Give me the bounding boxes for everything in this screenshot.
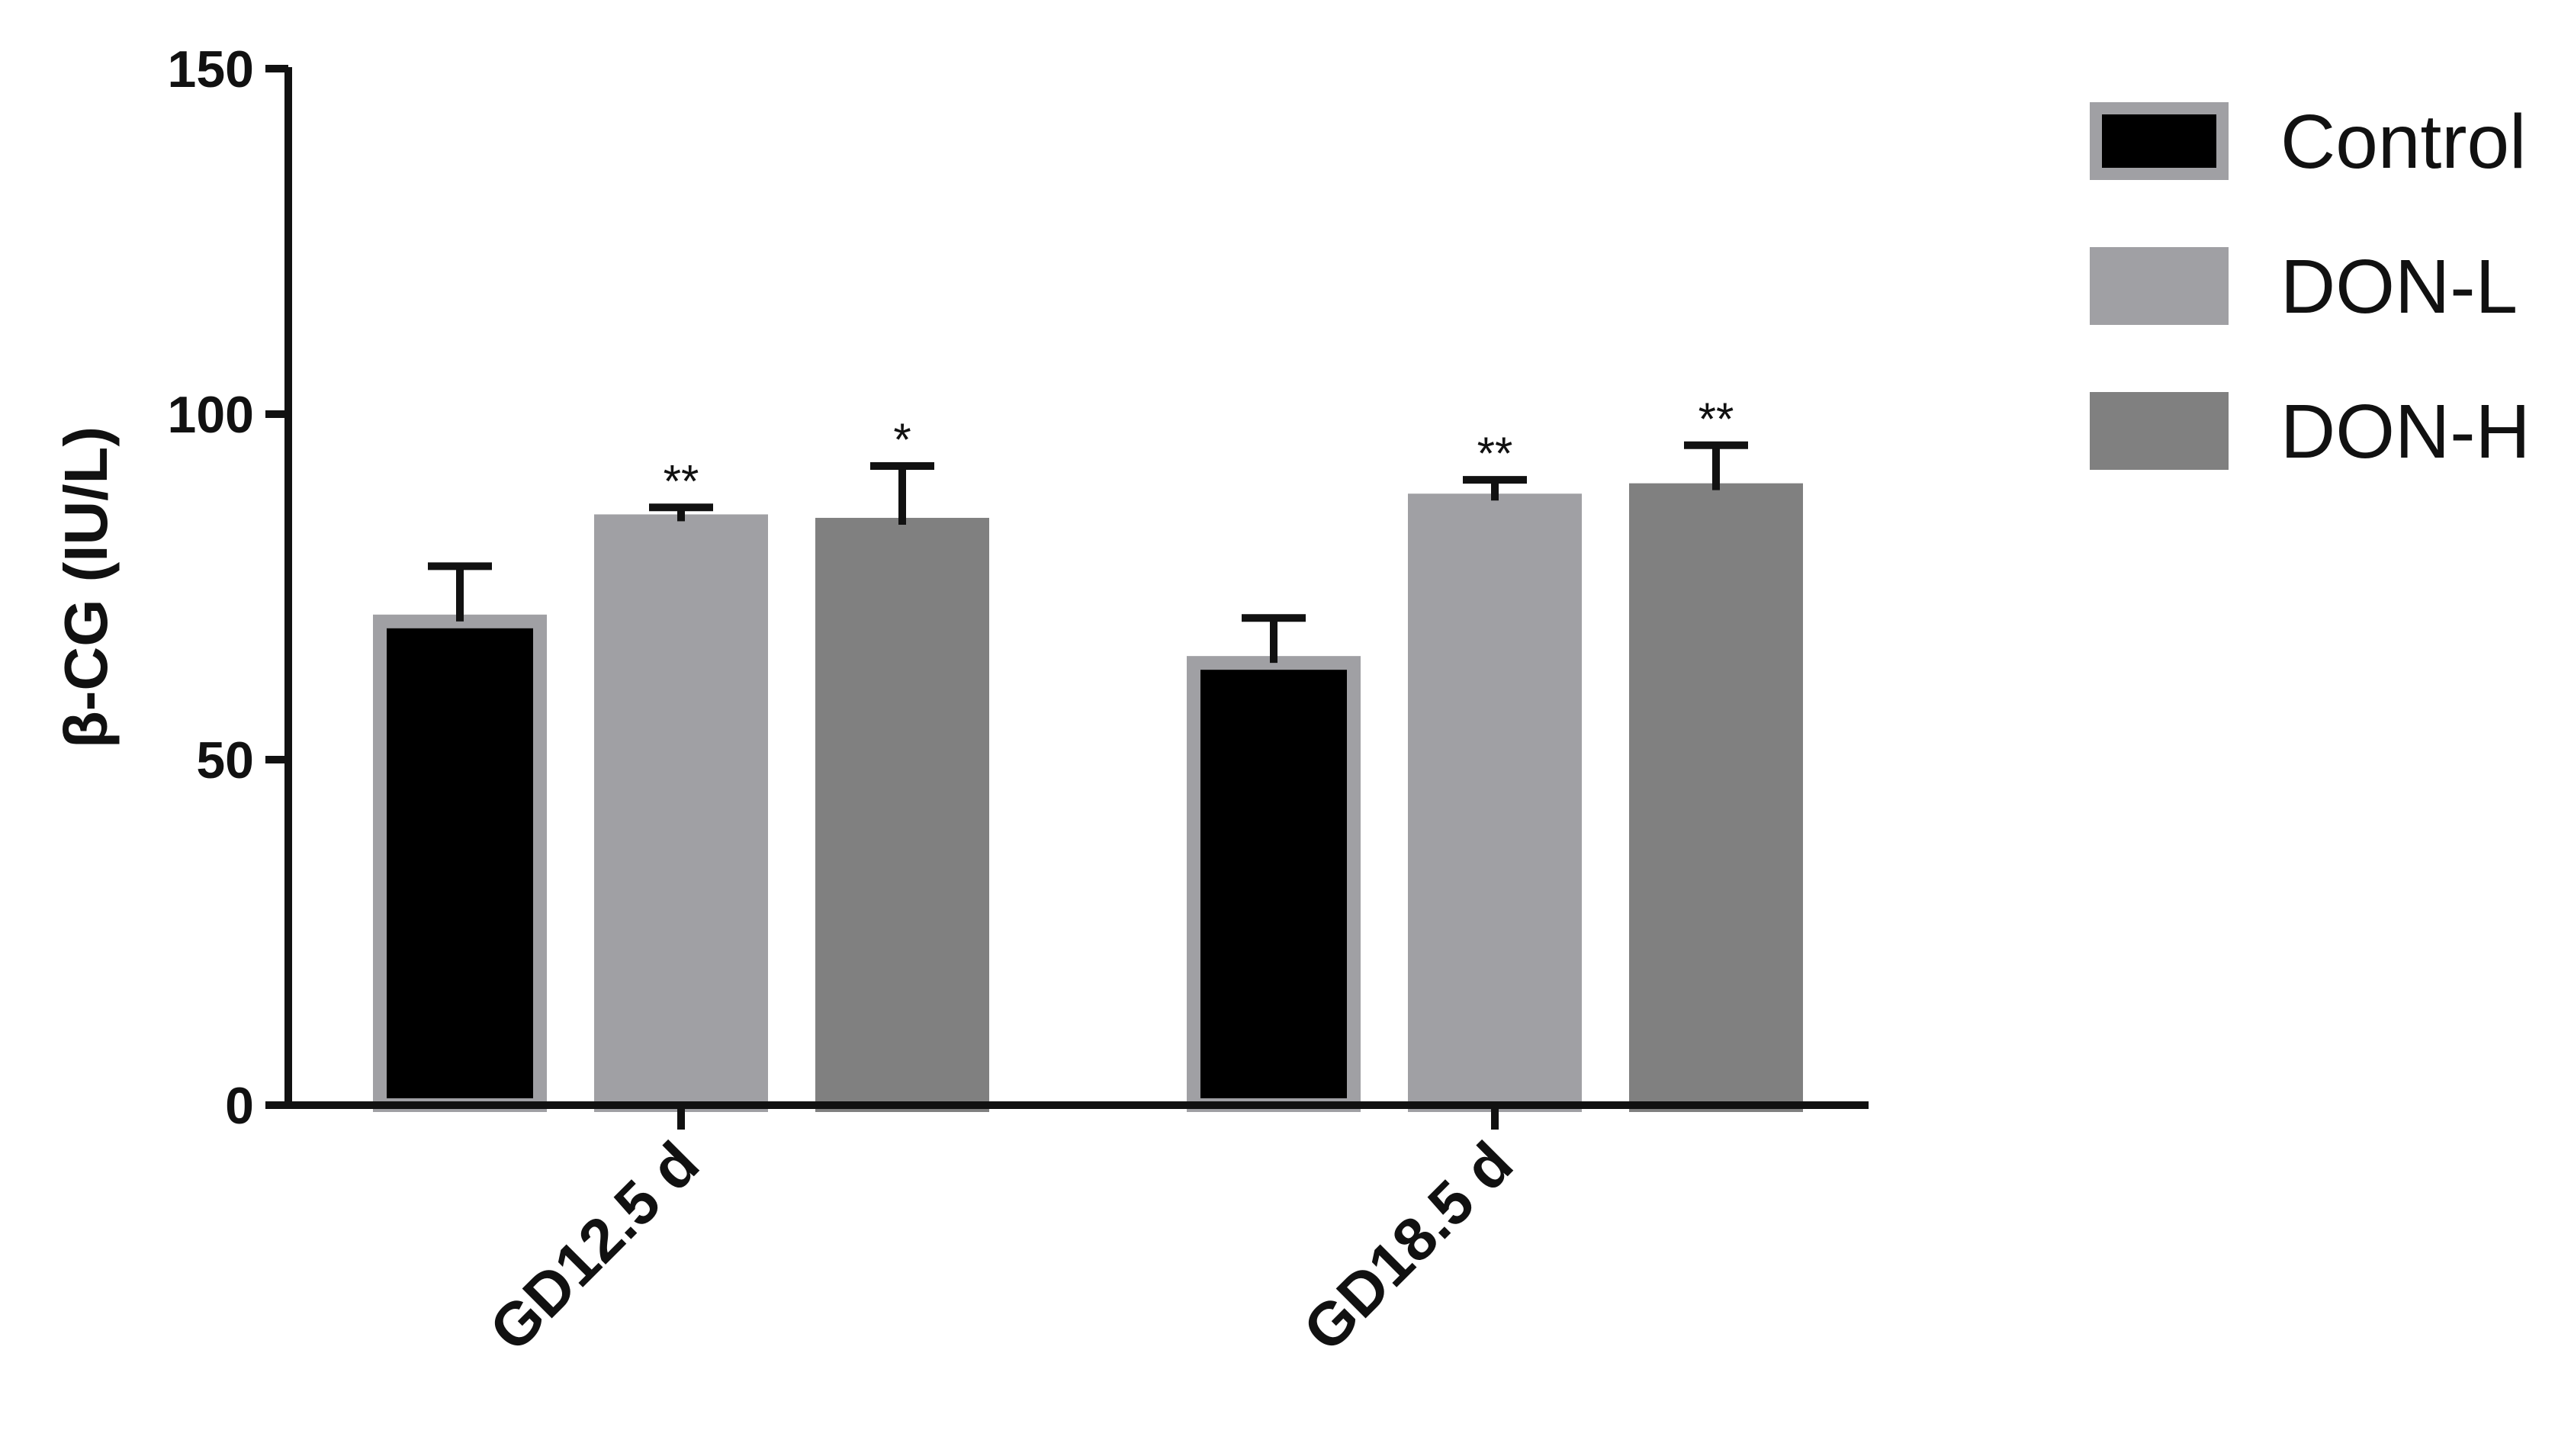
- significance-mark: **: [1698, 394, 1734, 445]
- legend-label-don-l: DON-L: [2280, 244, 2518, 329]
- y-tick-label: 50: [196, 731, 254, 789]
- significance-mark: **: [664, 455, 699, 506]
- y-axis-title: β-CG (IU/L): [52, 426, 120, 748]
- bar-don-l-2: [1408, 493, 1582, 1112]
- bars-layer: [373, 483, 1803, 1112]
- bar-don-l-1: [594, 514, 768, 1112]
- significance-mark: **: [1477, 428, 1513, 479]
- y-tick-label: 100: [168, 386, 254, 444]
- x-category-label: GD12.5 d: [477, 1129, 712, 1364]
- significance-mark: *: [893, 414, 911, 465]
- annotations-layer: *** ****: [664, 394, 1734, 507]
- y-tick-label: 0: [225, 1077, 254, 1135]
- legend-label-control: Control: [2280, 99, 2526, 185]
- x-category-label: GD18.5 d: [1290, 1129, 1525, 1364]
- bar-control-1: [373, 614, 547, 1112]
- legend-swatch-don-l: [2090, 247, 2229, 325]
- legend-swatch-don-h: [2090, 392, 2229, 470]
- bar-control-2: [1187, 656, 1361, 1112]
- bar-don-h-2: [1629, 483, 1803, 1112]
- error-bars-layer: [428, 441, 1748, 664]
- legend: Control DON-L DON-H: [2090, 99, 2531, 474]
- bar-don-h-1: [815, 517, 989, 1112]
- legend-swatch-control: [2090, 102, 2229, 180]
- legend-label-don-h: DON-H: [2280, 389, 2531, 474]
- y-tick-label: 150: [168, 40, 254, 98]
